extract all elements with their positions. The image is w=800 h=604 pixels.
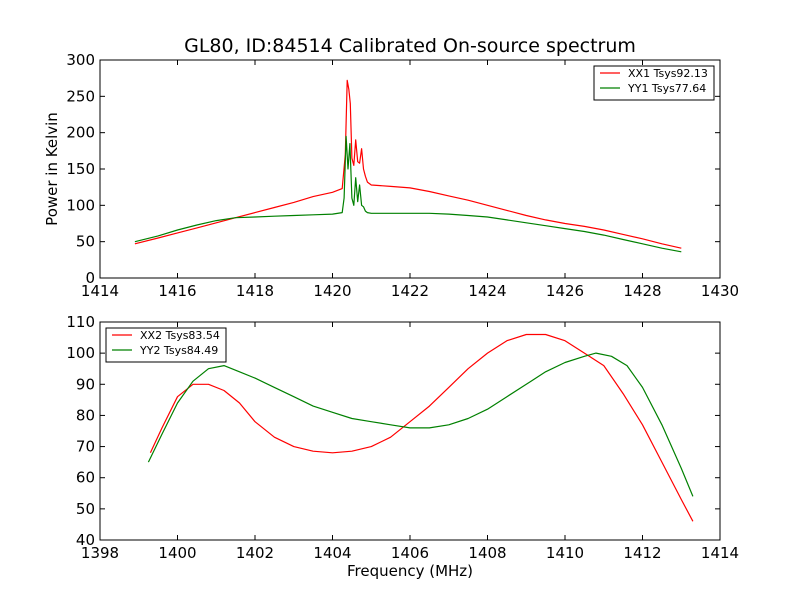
x-tick-label: 1428 (623, 282, 661, 300)
y-tick-label: 40 (76, 531, 95, 549)
series-line-2 (147, 352, 694, 497)
legend-label-1: XX2 Tsys83.54 (140, 329, 220, 342)
y-tick-label: 80 (76, 406, 95, 424)
legend: XX2 Tsys83.54 YY2 Tsys84.49 (105, 327, 227, 363)
chart-panel-2: 1398 1400 1402 1404 1406 1408 1410 1412 1414 40 50… (66, 313, 739, 580)
legend-label-2: YY1 Tsys77.64 (627, 82, 706, 95)
y-tick-label: 100 (66, 196, 95, 214)
y-tick-label: 250 (66, 87, 95, 105)
y-tick-label: 50 (76, 233, 95, 251)
y-tick-label: 150 (66, 160, 95, 178)
x-tick-label: 1404 (313, 544, 351, 562)
x-tick-label: 1402 (236, 544, 274, 562)
chart-title: GL80, ID:84514 Calibrated On-source spec… (184, 35, 636, 57)
y-tick-label: 100 (66, 344, 95, 362)
x-tick-label: 1420 (313, 282, 351, 300)
series-line-1 (149, 333, 694, 522)
x-tick-label: 1412 (623, 544, 661, 562)
y-tick-label: 90 (76, 375, 95, 393)
y-axis-label: Power in Kelvin (43, 112, 61, 226)
x-tick-label: 1410 (546, 544, 584, 562)
x-tick-label: 1406 (391, 544, 429, 562)
y-tick-label: 110 (66, 313, 95, 331)
x-tick-label: 1414 (81, 282, 119, 300)
x-tick-label: 1416 (158, 282, 196, 300)
y-tick-label: 200 (66, 124, 95, 142)
x-tick-label: 1400 (158, 544, 196, 562)
series-line-2 (134, 135, 682, 253)
y-tick-label: 70 (76, 438, 95, 456)
x-tick-label: 1414 (701, 544, 739, 562)
legend: XX1 Tsys92.13 YY1 Tsys77.64 (593, 65, 715, 101)
x-tick-label: 1418 (236, 282, 274, 300)
chart-panel-1: 1414 1416 1418 1420 1422 1424 1426 1428 1430 0 50 1… (43, 35, 739, 300)
legend-label-1: XX1 Tsys92.13 (628, 67, 708, 80)
x-tick-label: 1422 (391, 282, 429, 300)
x-tick-label: 1408 (468, 544, 506, 562)
x-tick-label: 1426 (546, 282, 584, 300)
y-tick-label: 0 (85, 269, 95, 287)
legend-box (593, 65, 715, 101)
x-axis-label: Frequency (MHz) (347, 562, 473, 580)
y-tick-label: 50 (76, 500, 95, 518)
legend-box (105, 327, 227, 363)
x-tick-label: 1398 (81, 544, 119, 562)
series-line-1 (134, 79, 682, 249)
x-tick-label: 1424 (468, 282, 506, 300)
y-tick-label: 300 (66, 51, 95, 69)
y-tick-label: 60 (76, 469, 95, 487)
x-tick-label: 1430 (701, 282, 739, 300)
legend-label-2: YY2 Tsys84.49 (139, 344, 218, 357)
